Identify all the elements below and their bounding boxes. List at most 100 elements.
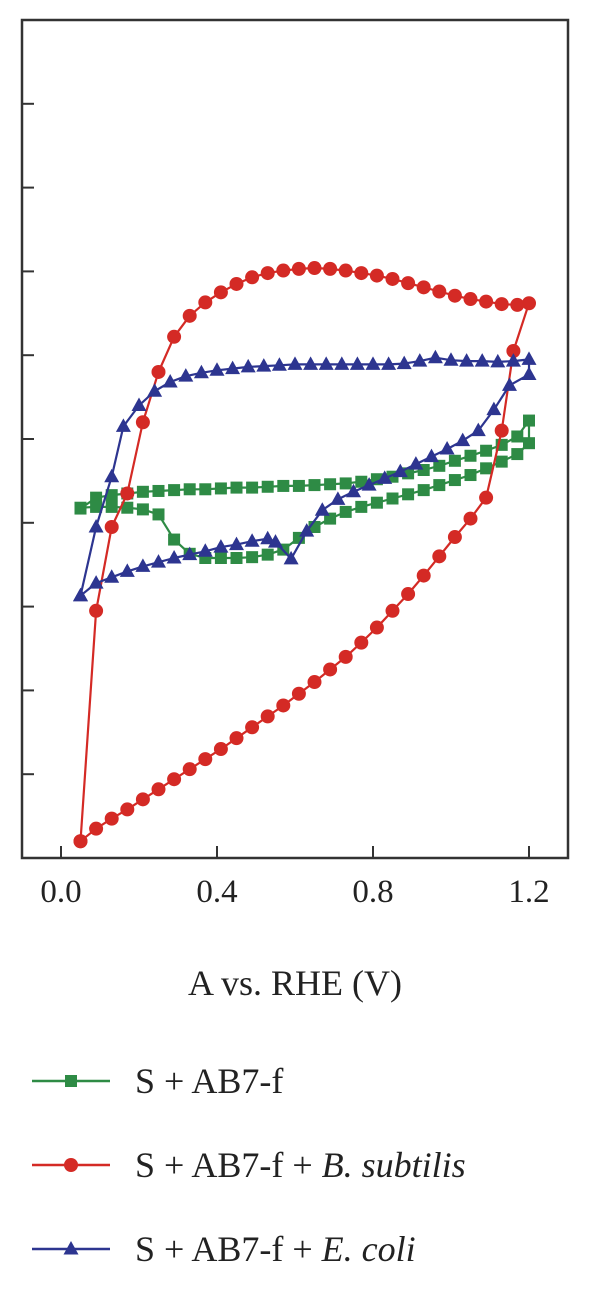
data-point [261, 480, 274, 493]
data-point [120, 486, 135, 501]
data-point [459, 353, 475, 367]
data-point [511, 448, 524, 461]
data-point [119, 563, 135, 577]
data-point [439, 441, 455, 455]
data-point [104, 811, 119, 826]
data-point [432, 549, 447, 564]
data-point [277, 479, 290, 492]
x-tick-label: 1.2 [508, 874, 549, 910]
data-point [361, 477, 377, 491]
data-point [151, 554, 166, 568]
data-point [479, 490, 494, 505]
data-point [455, 432, 471, 447]
data-point [73, 587, 88, 602]
data-point [214, 551, 227, 564]
data-point [197, 543, 213, 557]
data-point [523, 437, 535, 450]
data-point [168, 533, 181, 546]
data-point [521, 366, 537, 380]
data-point [354, 635, 369, 650]
data-point [385, 603, 400, 618]
data-point [433, 459, 446, 472]
data-point [178, 368, 194, 382]
data-point [510, 297, 525, 312]
data-point [276, 698, 291, 713]
data-point [131, 397, 147, 411]
data-point [213, 742, 228, 757]
data-point [502, 377, 517, 391]
data-point [261, 548, 274, 561]
data-point [230, 481, 243, 494]
x-axis-title: A vs. RHE (V) [188, 963, 402, 1003]
data-point [135, 792, 150, 807]
data-point [334, 356, 350, 370]
data-point [323, 261, 338, 276]
data-point [89, 821, 104, 836]
data-point [479, 294, 494, 309]
data-point [433, 479, 446, 492]
data-point [162, 374, 178, 388]
data-point [495, 455, 508, 468]
data-point [377, 470, 393, 484]
data-point [260, 709, 275, 724]
data-point [199, 483, 212, 496]
data-point [494, 297, 509, 312]
data-point [480, 444, 493, 457]
series-blue-triangles [73, 349, 537, 602]
data-point [121, 501, 134, 514]
data-point [416, 568, 431, 583]
data-point [115, 418, 131, 432]
data-point [147, 383, 163, 397]
legend-marker [63, 1241, 79, 1255]
data-point [244, 533, 260, 547]
data-point [168, 484, 181, 497]
data-point [135, 415, 150, 430]
data-point [104, 569, 120, 583]
legend-item: S + AB7-f + E. coli [32, 1229, 416, 1269]
data-point [104, 468, 120, 483]
data-point [151, 364, 166, 379]
data-point [424, 448, 439, 463]
data-point [385, 271, 400, 286]
data-point [448, 474, 461, 487]
data-point [229, 731, 244, 746]
data-point [480, 462, 493, 475]
data-point [521, 351, 537, 365]
data-point [283, 550, 299, 565]
data-point [292, 479, 305, 492]
data-point [505, 353, 521, 367]
data-point [260, 266, 275, 281]
data-point [225, 360, 241, 375]
data-point [240, 358, 256, 373]
legend-marker [65, 1075, 77, 1087]
data-point [346, 483, 361, 498]
data-point [120, 802, 135, 817]
data-point [307, 261, 322, 276]
x-tick-label: 0.8 [352, 874, 393, 910]
data-point [88, 518, 104, 533]
data-point [417, 484, 430, 497]
data-point [291, 686, 306, 701]
data-point [89, 603, 104, 618]
data-point [464, 449, 477, 462]
data-point [338, 649, 353, 664]
data-point [402, 488, 415, 501]
data-point [412, 353, 428, 367]
data-point [339, 477, 352, 490]
data-point [324, 478, 337, 491]
data-point [167, 329, 182, 344]
data-point [408, 456, 424, 470]
data-point [474, 353, 490, 367]
data-point [401, 276, 416, 291]
data-point [318, 356, 334, 370]
data-point [104, 519, 119, 534]
data-point [349, 356, 365, 370]
data-point [432, 284, 447, 299]
data-point [74, 501, 87, 514]
data-point [416, 280, 431, 295]
data-point [90, 491, 103, 504]
data-point [193, 364, 209, 379]
data-point [447, 530, 462, 545]
data-point [182, 308, 197, 323]
